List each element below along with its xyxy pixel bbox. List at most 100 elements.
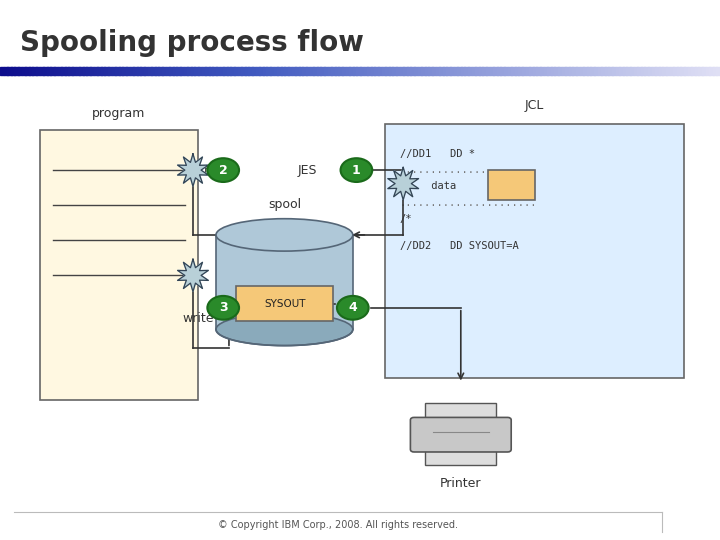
Bar <box>518 67 523 75</box>
Bar <box>180 67 184 75</box>
Bar <box>497 67 501 75</box>
Text: write: write <box>182 312 214 325</box>
Bar <box>709 67 714 75</box>
Bar <box>263 67 267 75</box>
Bar <box>166 67 170 75</box>
Bar <box>54 67 58 75</box>
Bar <box>511 67 516 75</box>
Bar <box>644 67 649 75</box>
Bar <box>439 67 444 75</box>
Bar <box>94 67 98 75</box>
Bar <box>587 67 591 75</box>
Bar <box>616 67 620 75</box>
Bar <box>662 67 667 75</box>
Text: read: read <box>204 164 232 177</box>
Bar <box>68 67 73 75</box>
FancyBboxPatch shape <box>40 130 198 400</box>
Bar <box>382 67 386 75</box>
Bar <box>245 67 249 75</box>
Bar <box>281 67 285 75</box>
Bar <box>378 67 382 75</box>
Polygon shape <box>178 259 208 292</box>
Bar <box>151 67 156 75</box>
Bar <box>11 67 15 75</box>
Bar <box>252 67 256 75</box>
Text: SYSOUT: SYSOUT <box>264 299 305 309</box>
Polygon shape <box>178 154 208 186</box>
Bar <box>65 67 69 75</box>
Bar <box>86 67 91 75</box>
Bar <box>256 67 260 75</box>
Bar <box>140 67 145 75</box>
Bar <box>634 67 638 75</box>
Bar <box>472 67 476 75</box>
Bar <box>648 67 652 75</box>
Ellipse shape <box>216 219 353 251</box>
Bar <box>421 67 426 75</box>
Text: //DD1   DD *: //DD1 DD * <box>400 149 474 159</box>
Bar <box>576 67 580 75</box>
Bar <box>619 67 624 75</box>
Bar <box>306 67 310 75</box>
Bar <box>14 67 19 75</box>
Text: //DD2   DD SYSOUT=A: //DD2 DD SYSOUT=A <box>400 241 518 251</box>
Bar <box>475 67 480 75</box>
Text: 2: 2 <box>219 164 228 177</box>
Text: 1: 1 <box>352 164 361 177</box>
Text: JES: JES <box>297 164 317 177</box>
Bar <box>522 67 526 75</box>
Bar <box>25 67 30 75</box>
Bar <box>97 67 102 75</box>
Ellipse shape <box>216 313 353 346</box>
Bar <box>374 67 379 75</box>
Bar <box>220 67 224 75</box>
Circle shape <box>341 158 372 182</box>
Bar <box>655 67 660 75</box>
Bar <box>158 67 163 75</box>
Bar <box>148 67 152 75</box>
Bar <box>29 67 33 75</box>
Bar <box>90 67 94 75</box>
Bar <box>130 67 134 75</box>
Bar <box>400 67 404 75</box>
FancyBboxPatch shape <box>385 124 684 378</box>
Bar <box>101 67 105 75</box>
Bar <box>184 67 188 75</box>
Bar <box>536 67 541 75</box>
Bar <box>580 67 584 75</box>
Bar <box>4 67 8 75</box>
Text: JES: JES <box>297 301 317 314</box>
Bar <box>464 67 469 75</box>
Bar <box>482 67 487 75</box>
Bar <box>317 67 321 75</box>
Bar <box>299 67 303 75</box>
Bar <box>605 67 609 75</box>
Bar <box>320 67 325 75</box>
Bar <box>652 67 656 75</box>
Bar <box>695 67 699 75</box>
Bar <box>508 67 512 75</box>
Bar <box>32 67 37 75</box>
Bar <box>338 67 343 75</box>
Bar <box>360 67 364 75</box>
Bar <box>284 67 289 75</box>
Bar <box>706 67 710 75</box>
Bar <box>385 67 390 75</box>
Bar <box>202 67 206 75</box>
Bar <box>601 67 606 75</box>
Bar <box>241 67 246 75</box>
Bar <box>673 67 678 75</box>
Bar <box>446 67 451 75</box>
Bar <box>295 67 300 75</box>
Bar <box>713 67 717 75</box>
Bar <box>191 67 195 75</box>
Bar <box>108 67 112 75</box>
Bar <box>194 67 199 75</box>
Bar <box>209 67 213 75</box>
Bar <box>79 67 84 75</box>
Bar <box>540 67 544 75</box>
Bar <box>176 67 181 75</box>
Bar <box>137 67 141 75</box>
Bar <box>36 67 40 75</box>
FancyBboxPatch shape <box>488 170 535 200</box>
